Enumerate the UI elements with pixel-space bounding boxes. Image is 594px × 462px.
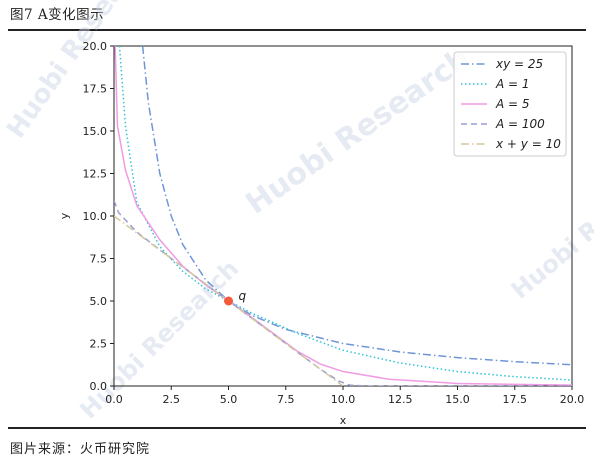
y-tick-label: 7.5 xyxy=(90,253,108,266)
series-line-1 xyxy=(118,46,572,381)
x-tick-label: 10.0 xyxy=(331,393,356,406)
y-tick-label: 10.0 xyxy=(83,210,108,223)
legend: xy = 25 A = 1 A = 5 A = 100 x + y = 10 xyxy=(453,51,567,157)
y-tick-label: 12.5 xyxy=(83,168,108,181)
x-axis-label: x xyxy=(340,414,347,427)
legend-entry: A = 5 xyxy=(495,97,530,111)
legend-entry: A = 1 xyxy=(495,77,530,91)
x-tick-label: 17.5 xyxy=(503,393,528,406)
y-tick-label: 5.0 xyxy=(90,295,108,308)
legend-entry: x + y = 10 xyxy=(495,137,561,151)
point-marker xyxy=(224,296,233,306)
watermark-text: Huobi Research xyxy=(506,147,594,305)
legend-box xyxy=(453,51,567,157)
x-tick-label: 20.0 xyxy=(560,393,585,406)
y-tick-label: 2.5 xyxy=(90,338,108,351)
watermark-text: Huobi Research xyxy=(240,41,477,222)
y-axis-label: y xyxy=(58,212,71,219)
top-rule xyxy=(8,29,586,31)
y-tick-label: 20.0 xyxy=(83,40,108,53)
legend-entry: xy = 25 xyxy=(495,57,543,71)
y-tick-label: 17.5 xyxy=(83,83,108,96)
bottom-rule xyxy=(8,427,586,429)
x-tick-label: 12.5 xyxy=(388,393,413,406)
x-tick-label: 15.0 xyxy=(445,393,470,406)
legend-entry: A = 100 xyxy=(495,117,545,131)
source-note: 图片来源：火币研究院 xyxy=(10,442,151,457)
series-line-0 xyxy=(141,46,572,366)
x-tick-label: 5.0 xyxy=(220,393,238,406)
point-label: q xyxy=(239,289,247,303)
y-tick-label: 15.0 xyxy=(83,125,108,138)
y-tick-label: 0.0 xyxy=(90,380,108,393)
watermark-text: Huobi Research xyxy=(1,0,157,144)
page-title: 图7 A变化图示 xyxy=(10,7,105,23)
x-tick-label: 0.0 xyxy=(105,393,123,406)
x-tick-label: 2.5 xyxy=(163,393,181,406)
series-line-3 xyxy=(114,200,572,386)
x-tick-label: 7.5 xyxy=(277,393,295,406)
